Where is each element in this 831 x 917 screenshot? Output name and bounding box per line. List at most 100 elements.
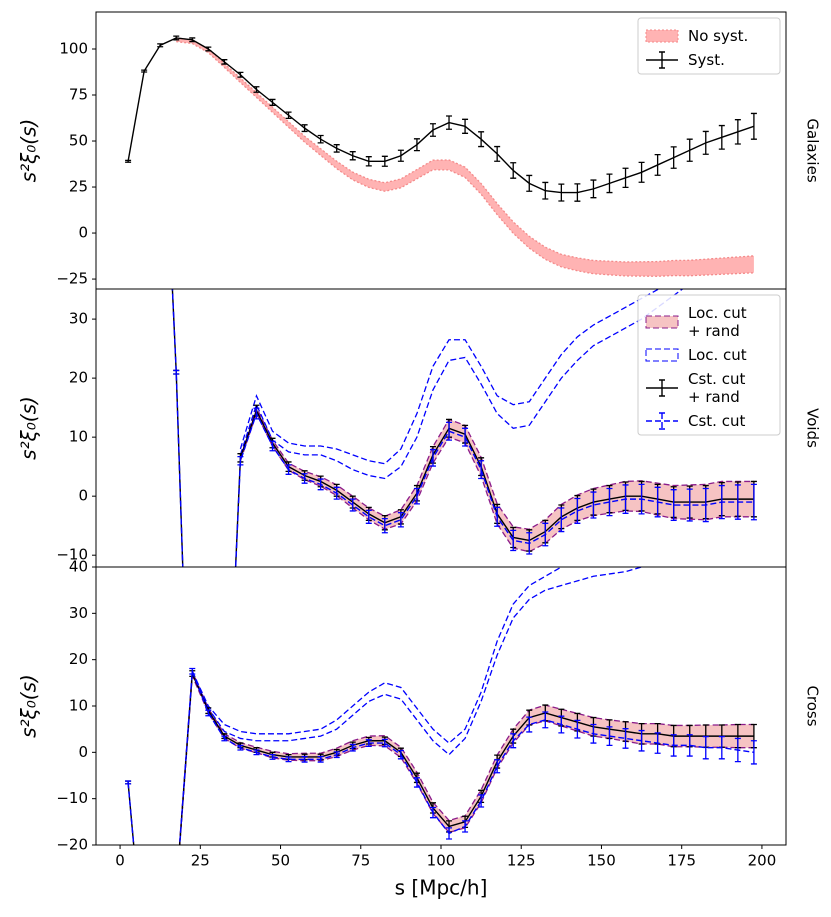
legend-label: Cst. cut + rand — [688, 370, 745, 406]
y-tick-label: 0 — [78, 487, 88, 505]
y-tick-label: 100 — [59, 39, 88, 57]
error-bar — [285, 464, 292, 475]
x-tick-label: 125 — [507, 852, 536, 870]
error-bar — [269, 754, 276, 760]
error-bar — [157, 22, 163, 26]
error-bar — [157, 22, 163, 26]
error-bar — [205, 709, 212, 717]
error-bar — [333, 751, 340, 759]
error-bar — [686, 138, 693, 162]
y-tick-label: 0 — [78, 224, 88, 242]
x-axis-label: s [Mpc/h] — [395, 876, 488, 900]
y-tick-label: 30 — [69, 310, 88, 328]
x-tick-label: 50 — [271, 852, 290, 870]
error-bar — [429, 806, 436, 819]
x-tick-label: 75 — [351, 852, 370, 870]
error-bar — [413, 138, 420, 152]
error-bar — [622, 728, 629, 749]
error-bar — [702, 735, 709, 760]
error-bar — [429, 448, 436, 467]
error-bar — [317, 755, 324, 763]
legend-swatch — [645, 348, 679, 362]
error-bar — [221, 818, 227, 824]
y-tick-label: −10 — [56, 546, 88, 564]
legend-swatch — [646, 379, 678, 397]
plot-area — [125, 567, 757, 893]
error-bar — [574, 497, 581, 524]
error-bar — [221, 59, 228, 65]
dashed-line — [191, 567, 563, 744]
error-bar — [221, 735, 228, 742]
error-bar — [526, 716, 533, 733]
error-bar — [718, 735, 725, 760]
error-bar — [173, 35, 180, 41]
error-bar — [718, 124, 725, 150]
error-bar — [558, 715, 565, 734]
error-bar — [317, 478, 324, 491]
y-tick-label: 20 — [69, 369, 88, 387]
error-bar — [462, 820, 469, 833]
y-tick-label: 25 — [69, 178, 88, 196]
data-line — [171, 289, 754, 567]
error-bar — [189, 37, 196, 43]
y-axis-label: s²ξ₀(s) — [17, 396, 41, 460]
error-bar — [253, 86, 260, 93]
error-bar — [702, 487, 709, 523]
error-bar — [301, 473, 308, 484]
error-bar — [542, 181, 549, 200]
legend-swatch — [645, 315, 679, 329]
error-bar — [462, 427, 469, 447]
plot-area — [157, 22, 757, 824]
band-fill — [179, 671, 754, 845]
error-bar — [365, 156, 372, 167]
error-bar — [221, 818, 227, 824]
error-bar — [526, 532, 533, 555]
error-bar — [654, 732, 661, 754]
error-bar — [349, 743, 356, 752]
legend-label: No syst. — [688, 27, 748, 45]
error-bar — [253, 749, 260, 756]
data-line — [127, 37, 755, 194]
error-bar — [558, 507, 565, 533]
error-bar — [381, 517, 388, 534]
error-bar — [590, 723, 597, 744]
error-bar — [381, 738, 388, 748]
y-tick-label: 10 — [69, 428, 88, 446]
y-tick-label: 20 — [69, 650, 88, 668]
x-tick-label: 25 — [191, 852, 210, 870]
y-axis-label: s²ξ₀(s) — [17, 674, 41, 738]
dashed-line — [191, 567, 644, 756]
error-bar — [173, 369, 180, 375]
error-bar — [381, 155, 388, 167]
panel-label: Galaxies — [804, 118, 822, 182]
error-bar — [446, 421, 453, 441]
error-bar — [365, 739, 372, 747]
legend-label: Loc. cut + rand — [688, 304, 747, 340]
band-edge — [239, 411, 754, 553]
error-bar — [654, 153, 661, 176]
error-bar — [734, 737, 741, 763]
error-bar — [141, 69, 148, 73]
error-bar — [253, 407, 260, 420]
y-tick-label: −10 — [56, 789, 88, 807]
error-bar — [173, 890, 179, 893]
error-bar — [686, 488, 693, 522]
x-tick-label: 100 — [427, 852, 456, 870]
error-bar — [670, 146, 677, 169]
error-bar — [622, 167, 629, 189]
data-line — [127, 670, 755, 845]
error-bar — [494, 506, 501, 527]
y-tick-label: 40 — [69, 558, 88, 576]
error-bar — [590, 179, 597, 199]
error-bar — [574, 183, 581, 202]
y-tick-label: −20 — [56, 836, 88, 854]
error-bar — [478, 131, 485, 148]
data-line — [127, 673, 754, 845]
error-bar — [365, 509, 372, 524]
error-bar — [510, 162, 517, 179]
error-bar — [606, 726, 613, 747]
error-bar — [237, 744, 244, 751]
plot-area — [125, 35, 757, 277]
error-bar — [606, 173, 613, 194]
